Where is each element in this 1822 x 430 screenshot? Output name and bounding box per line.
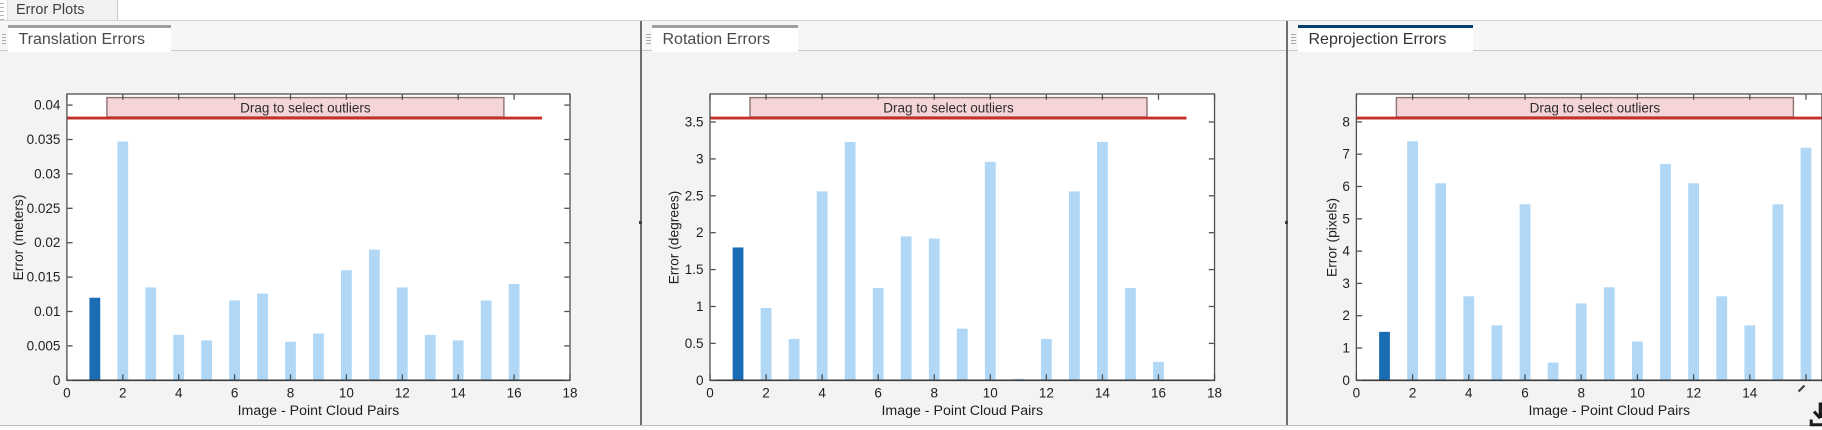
svg-text:2: 2: [1342, 308, 1350, 323]
svg-text:0.015: 0.015: [27, 270, 61, 285]
svg-text:0.035: 0.035: [27, 132, 61, 147]
svg-text:10: 10: [339, 385, 354, 400]
svg-text:1: 1: [1342, 341, 1350, 356]
svg-text:Image - Point Cloud Pairs: Image - Point Cloud Pairs: [1528, 403, 1690, 419]
svg-text:0.04: 0.04: [34, 98, 61, 113]
svg-text:10: 10: [983, 385, 998, 400]
svg-text:6: 6: [874, 385, 882, 400]
svg-text:2: 2: [762, 385, 770, 400]
svg-text:Error (pixels): Error (pixels): [1325, 198, 1340, 277]
svg-text:18: 18: [1207, 385, 1222, 400]
svg-text:0.03: 0.03: [34, 166, 60, 181]
svg-text:4: 4: [1465, 385, 1473, 400]
svg-text:14: 14: [451, 385, 467, 400]
svg-text:10: 10: [1630, 385, 1645, 400]
svg-text:3: 3: [1342, 276, 1350, 291]
svg-text:3: 3: [696, 151, 704, 166]
svg-text:1: 1: [696, 299, 704, 314]
svg-text:8: 8: [930, 385, 938, 400]
svg-text:5: 5: [1342, 211, 1350, 226]
svg-text:8: 8: [1342, 114, 1350, 129]
svg-text:2.5: 2.5: [685, 188, 704, 203]
svg-text:16: 16: [1151, 385, 1166, 400]
svg-text:4: 4: [175, 385, 183, 400]
svg-text:16: 16: [507, 385, 522, 400]
svg-text:18: 18: [562, 385, 577, 400]
svg-text:Drag to select outliers: Drag to select outliers: [1530, 100, 1661, 115]
svg-text:2: 2: [1409, 385, 1417, 400]
svg-text:14: 14: [1095, 385, 1111, 400]
svg-text:0.01: 0.01: [34, 304, 60, 319]
svg-text:12: 12: [1686, 385, 1701, 400]
svg-text:4: 4: [1342, 244, 1350, 259]
svg-text:0: 0: [1342, 373, 1350, 388]
svg-text:6: 6: [1521, 385, 1529, 400]
svg-text:Error (meters): Error (meters): [11, 195, 26, 281]
svg-text:Drag to select outliers: Drag to select outliers: [883, 100, 1014, 115]
svg-text:8: 8: [287, 385, 295, 400]
svg-text:Drag to select outliers: Drag to select outliers: [240, 100, 371, 115]
svg-text:6: 6: [1342, 179, 1350, 194]
svg-text:Error (degrees): Error (degrees): [667, 191, 682, 285]
svg-text:0.025: 0.025: [27, 201, 61, 216]
svg-text:14: 14: [1742, 385, 1758, 400]
svg-text:12: 12: [395, 385, 410, 400]
svg-text:2: 2: [696, 225, 704, 240]
svg-text:8: 8: [1577, 385, 1585, 400]
svg-text:0: 0: [706, 385, 714, 400]
svg-text:3.5: 3.5: [685, 115, 704, 130]
svg-text:Image - Point Cloud Pairs: Image - Point Cloud Pairs: [881, 403, 1043, 419]
svg-text:7: 7: [1342, 147, 1350, 162]
svg-text:1.5: 1.5: [685, 262, 704, 277]
svg-text:0.02: 0.02: [34, 235, 60, 250]
svg-text:4: 4: [818, 385, 826, 400]
svg-text:Image - Point Cloud Pairs: Image - Point Cloud Pairs: [238, 403, 400, 419]
svg-text:0.005: 0.005: [27, 338, 61, 353]
svg-text:0: 0: [53, 373, 61, 388]
svg-text:0: 0: [63, 385, 71, 400]
svg-text:0: 0: [1353, 385, 1361, 400]
svg-text:2: 2: [119, 385, 127, 400]
svg-text:6: 6: [231, 385, 239, 400]
svg-text:0: 0: [696, 373, 704, 388]
svg-text:12: 12: [1039, 385, 1054, 400]
svg-text:0.5: 0.5: [685, 336, 704, 351]
